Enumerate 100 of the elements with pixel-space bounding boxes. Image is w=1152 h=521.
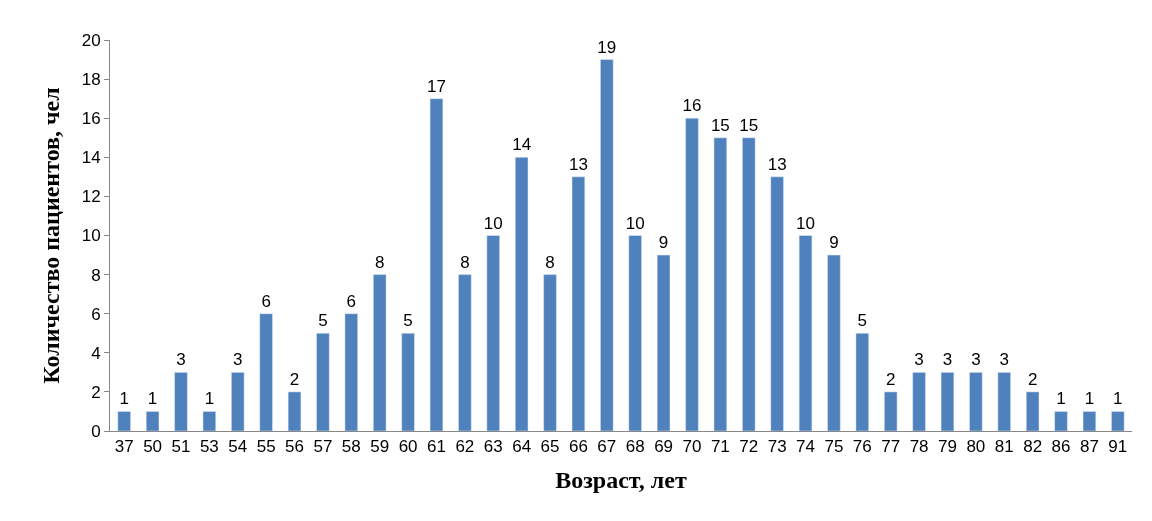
bar xyxy=(117,411,131,431)
bar xyxy=(202,411,216,431)
bar xyxy=(486,235,500,431)
x-tick-label: 59 xyxy=(370,437,390,457)
bar xyxy=(685,117,699,431)
bar xyxy=(628,235,642,431)
x-tick-label: 66 xyxy=(568,437,588,457)
data-label: 5 xyxy=(857,311,868,331)
x-tick-label: 81 xyxy=(994,437,1014,457)
data-label: 2 xyxy=(289,369,300,389)
data-label: 9 xyxy=(829,233,839,253)
data-label: 19 xyxy=(597,37,617,57)
data-label: 6 xyxy=(261,291,271,311)
y-tick-label: 6 xyxy=(91,304,101,324)
bar xyxy=(855,333,869,431)
x-tick-label: 56 xyxy=(285,437,304,457)
bar xyxy=(174,372,188,431)
x-tick-label: 58 xyxy=(341,437,361,457)
bar xyxy=(884,391,898,431)
x-tick-label: 50 xyxy=(143,437,163,457)
bar xyxy=(1082,411,1097,431)
bar xyxy=(401,333,415,431)
bar xyxy=(969,372,983,431)
bar xyxy=(515,157,529,431)
y-tick-label: 20 xyxy=(81,30,101,50)
bar xyxy=(571,176,586,431)
y-axis-title: Количество пациентов, чел xyxy=(37,87,64,384)
x-tick-label: 51 xyxy=(171,437,191,457)
x-tick-label: 69 xyxy=(654,437,674,457)
y-tick-label: 14 xyxy=(81,148,101,168)
x-tick-label: 80 xyxy=(966,437,986,457)
x-tick-label: 86 xyxy=(1051,437,1071,457)
x-tick-label: 64 xyxy=(512,437,532,457)
y-tick-label: 12 xyxy=(81,187,101,207)
x-tick-label: 73 xyxy=(767,437,787,457)
data-label: 1 xyxy=(204,389,215,409)
x-tick-label: 71 xyxy=(710,437,730,457)
x-tick-label: 62 xyxy=(455,437,475,457)
y-tick-label: 0 xyxy=(91,421,101,441)
bar xyxy=(231,372,245,431)
bar xyxy=(429,98,444,431)
data-label: 2 xyxy=(885,369,896,389)
data-label: 16 xyxy=(682,96,702,116)
bar xyxy=(1026,391,1040,431)
data-label: 3 xyxy=(971,350,981,370)
x-tick-label: 68 xyxy=(625,437,645,457)
x-tick-label: 61 xyxy=(427,437,446,457)
bar xyxy=(713,137,727,431)
bar xyxy=(543,274,557,431)
x-tick-label: 53 xyxy=(199,437,219,457)
x-tick-label: 79 xyxy=(938,437,957,457)
data-label: 6 xyxy=(346,291,357,311)
data-label: 3 xyxy=(914,350,924,370)
y-tick-label: 18 xyxy=(81,70,101,90)
bar xyxy=(770,176,784,431)
bar xyxy=(656,254,671,431)
x-tick-label: 67 xyxy=(597,437,617,457)
bar xyxy=(940,372,955,431)
x-tick-label: 57 xyxy=(313,437,333,457)
bar xyxy=(259,313,273,431)
data-label: 15 xyxy=(739,115,759,135)
x-axis-title: Возраст, лет xyxy=(555,466,687,493)
data-label: 8 xyxy=(460,252,470,272)
data-label: 10 xyxy=(796,213,815,233)
x-tick-label: 54 xyxy=(228,437,248,457)
data-label: 3 xyxy=(942,350,953,370)
y-tick-label: 4 xyxy=(91,343,101,363)
data-label: 14 xyxy=(512,135,532,155)
data-label: 8 xyxy=(374,252,385,272)
x-tick-label: 37 xyxy=(114,437,134,457)
y-tick-label: 8 xyxy=(91,265,101,285)
x-tick-label: 91 xyxy=(1108,437,1128,457)
data-label: 10 xyxy=(483,213,503,233)
data-label: 1 xyxy=(1113,389,1123,409)
x-tick-label: 87 xyxy=(1079,437,1099,457)
x-tick-label: 55 xyxy=(256,437,276,457)
data-label: 17 xyxy=(427,76,446,96)
bar xyxy=(373,274,387,431)
x-tick-label: 82 xyxy=(1023,437,1043,457)
x-tick-label: 70 xyxy=(682,437,702,457)
x-tick-label: 63 xyxy=(483,437,503,457)
x-tick-label: 75 xyxy=(824,437,844,457)
x-tick-label: 60 xyxy=(398,437,418,457)
data-label: 5 xyxy=(318,311,328,331)
bar xyxy=(742,137,756,431)
data-label: 13 xyxy=(568,154,588,174)
bar xyxy=(600,59,614,431)
x-tick-label: 74 xyxy=(796,437,815,457)
data-label: 13 xyxy=(767,154,787,174)
bar xyxy=(827,254,841,431)
y-tick-label: 10 xyxy=(81,226,101,246)
bar xyxy=(798,235,813,431)
data-label: 1 xyxy=(147,389,158,409)
bar xyxy=(145,411,160,431)
y-tick-label: 2 xyxy=(91,382,101,402)
bar xyxy=(458,274,472,431)
x-tick-label: 77 xyxy=(881,437,901,457)
x-tick-label: 72 xyxy=(739,437,759,457)
data-label: 2 xyxy=(1027,369,1038,389)
data-label: 3 xyxy=(999,350,1009,370)
